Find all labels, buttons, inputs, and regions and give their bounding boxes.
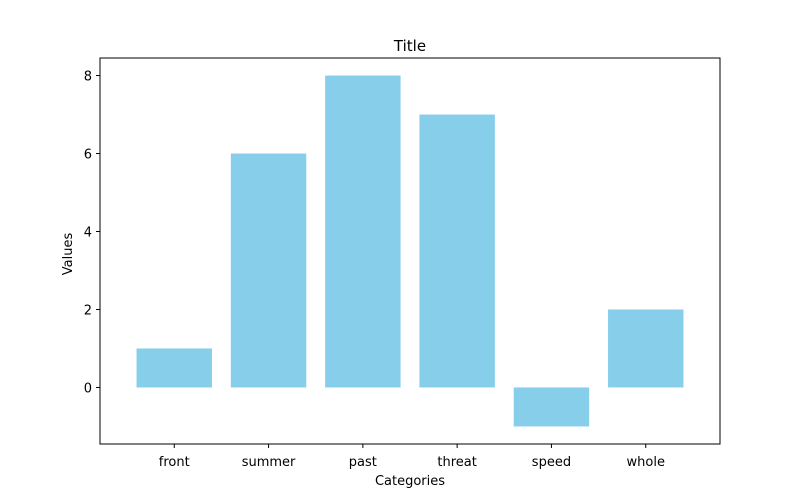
bar-past <box>325 75 401 388</box>
bar-speed <box>513 387 590 427</box>
bar-threat <box>419 114 495 388</box>
bar-whole <box>608 309 684 388</box>
x-tick-label-threat: threat <box>437 455 476 470</box>
x-tick-label-front: front <box>159 455 190 470</box>
chart-title: Title <box>393 37 426 55</box>
y-tick-label: 6 <box>84 148 92 163</box>
y-tick-label: 4 <box>84 226 92 241</box>
y-axis-label: Values <box>61 233 76 276</box>
y-tick-label: 2 <box>84 303 92 318</box>
bar-summer <box>230 153 307 388</box>
y-tick-label: 0 <box>84 381 92 396</box>
plot-area-frame <box>99 57 721 445</box>
bars-group <box>136 75 684 427</box>
y-axis: 0 2 4 6 8 <box>84 70 100 396</box>
bar-front <box>136 348 212 388</box>
x-tick-label-past: past <box>349 455 377 470</box>
x-tick-label-whole: whole <box>627 455 665 470</box>
x-tick-label-speed: speed <box>532 455 571 470</box>
x-axis: front summer past threat speed whole <box>159 444 665 470</box>
x-axis-label: Categories <box>375 474 445 489</box>
y-tick-label: 8 <box>84 70 92 85</box>
x-tick-label-summer: summer <box>242 455 296 470</box>
